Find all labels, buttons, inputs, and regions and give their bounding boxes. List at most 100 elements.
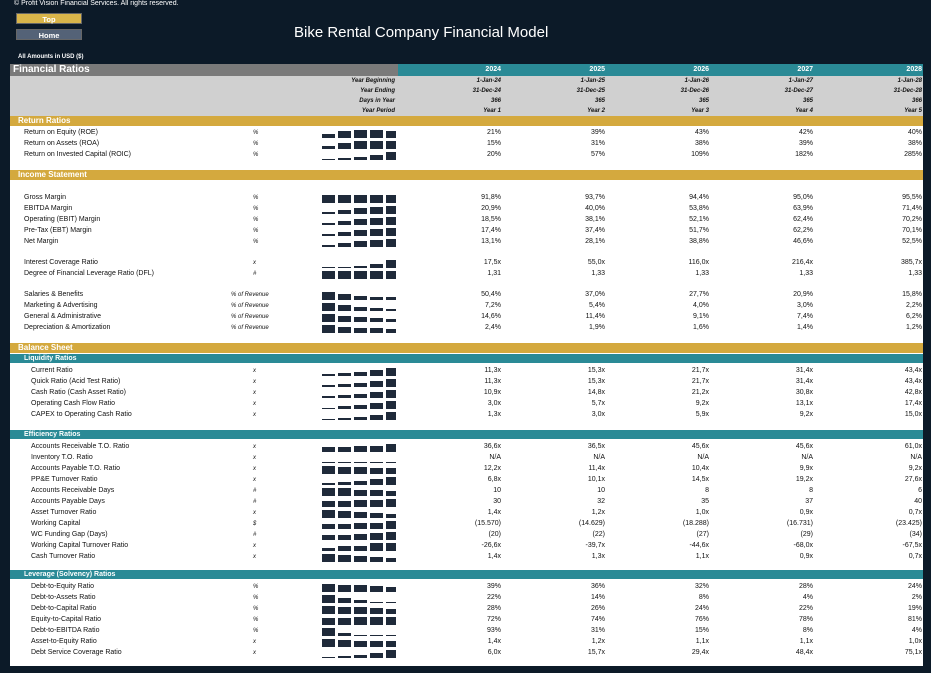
ratio-value: 72% xyxy=(486,616,501,623)
ratio-value: 6,8x xyxy=(487,476,501,483)
ratio-value: 1,1x xyxy=(799,638,813,645)
spark-bar xyxy=(370,155,383,160)
ratio-sparkline xyxy=(322,554,396,562)
spark-bar xyxy=(322,548,335,551)
ratio-unit: % xyxy=(253,606,259,612)
spark-bar xyxy=(370,523,383,529)
spark-bar xyxy=(370,635,383,636)
ratio-row: Working Capital Turnover Ratio x -26,6x -39… xyxy=(10,541,923,551)
ratio-value: 182% xyxy=(795,151,813,158)
spark-bar xyxy=(338,373,351,376)
ratio-label: Interest Coverage Ratio xyxy=(24,259,98,266)
spark-bar xyxy=(322,134,335,138)
ratio-unit: # xyxy=(253,532,257,538)
spark-bar xyxy=(370,462,383,463)
spark-bar xyxy=(370,586,383,592)
ratio-value: 43,4x xyxy=(904,367,922,374)
spark-bar xyxy=(338,607,351,614)
spark-bar xyxy=(386,532,396,540)
ratio-unit: # xyxy=(253,499,257,505)
ratio-sparkline xyxy=(322,239,396,247)
ratio-label: Cash Ratio (Cash Asset Ratio) xyxy=(31,389,126,396)
ratio-label: Debt-to-Assets Ratio xyxy=(31,594,96,601)
spark-bar xyxy=(370,370,383,376)
ratio-value: 10 xyxy=(597,487,605,494)
period-header-value: Year 5 xyxy=(904,108,922,114)
ratio-value: 1,31 xyxy=(487,270,501,277)
spark-bar xyxy=(338,271,351,279)
spark-bar xyxy=(370,641,383,647)
ratio-value: 6,2% xyxy=(906,313,922,320)
year-header-2025: 2025 xyxy=(589,66,605,73)
ratio-value: 30 xyxy=(493,498,501,505)
period-header-value: 1-Jan-27 xyxy=(788,78,813,84)
spark-bar xyxy=(386,329,396,333)
ratio-sparkline xyxy=(322,584,396,592)
ratio-value: (34) xyxy=(909,531,922,538)
ratio-label: CAPEX to Operating Cash Ratio xyxy=(31,411,132,418)
spark-bar xyxy=(354,157,367,160)
spark-bar xyxy=(322,510,335,518)
ratio-value: 10 xyxy=(493,487,501,494)
spark-bar xyxy=(322,267,335,268)
ratio-unit: % xyxy=(253,595,259,601)
ratio-row: Pre-Tax (EBT) Margin% 17,4% 37,4% 51,7% 62,2… xyxy=(10,226,923,236)
spark-bar xyxy=(322,488,335,496)
ratio-label: Debt Service Coverage Ratio xyxy=(31,649,122,656)
ratio-unit: % xyxy=(253,617,259,623)
section-income-statement: Income Statement xyxy=(10,170,923,180)
spark-bar xyxy=(370,415,383,420)
spark-bar xyxy=(354,208,367,214)
ratio-sparkline xyxy=(322,510,396,518)
ratio-label: WC Funding Gap (Days) xyxy=(31,531,108,538)
ratio-row: Return on Equity (ROE)% 21% 39% 43% 42% 40% xyxy=(10,128,923,138)
ratio-value: 40,0% xyxy=(585,205,605,212)
ratio-unit: % xyxy=(253,584,259,590)
ratio-value: 70,1% xyxy=(902,227,922,234)
home-button[interactable]: Home xyxy=(16,29,82,40)
ratio-value: 24% xyxy=(694,605,709,612)
spark-bar xyxy=(354,481,367,485)
ratio-row: Inventory T.O. Ratio x N/A N/A N/A N/A N/A xyxy=(10,453,923,463)
spark-bar xyxy=(338,618,351,625)
top-button[interactable]: Top xyxy=(16,13,82,24)
ratio-value: 1,9% xyxy=(589,324,605,331)
spark-bar xyxy=(386,499,396,507)
ratio-value: 14,8x xyxy=(587,389,605,396)
subsection-leverage: Leverage (Solvency) Ratios xyxy=(10,570,923,579)
ratio-label: Degree of Financial Leverage Ratio (DFL) xyxy=(24,270,154,277)
spark-bar xyxy=(386,543,396,551)
spark-bar xyxy=(338,511,351,518)
ratio-row: Asset-to-Equity Ratio x 1,4x 1,2x 1,1x 1,1x 1,… xyxy=(10,637,923,647)
ratio-sparkline xyxy=(322,595,396,603)
ratio-value: 27,6x xyxy=(904,476,922,483)
ratio-value: 14,6% xyxy=(481,313,501,320)
ratio-value: 40 xyxy=(914,498,922,505)
ratio-row: Cash Turnover Ratio x 1,4x 1,3x 1,1x 0,9x 0,7x xyxy=(10,552,923,562)
spark-bar xyxy=(338,585,351,592)
ratio-sparkline xyxy=(322,260,396,268)
spark-bar xyxy=(370,392,383,398)
ratio-label: General & Administrative xyxy=(24,313,102,320)
ratio-sparkline xyxy=(322,195,396,203)
ratio-value: 1,2x xyxy=(591,509,605,516)
ratio-unit: x xyxy=(253,554,256,560)
ratio-value: 36% xyxy=(590,583,605,590)
spark-bar xyxy=(322,419,335,420)
ratio-value: 6 xyxy=(918,487,922,494)
ratio-row: Marketing & Advertising % of Revenue 7,2% 5… xyxy=(10,301,923,311)
ratio-row: General & Administrative % of Revenue 14,6… xyxy=(10,312,923,322)
ratio-value: 2% xyxy=(911,594,922,601)
spark-bar xyxy=(386,602,396,603)
ratio-value: 78% xyxy=(798,616,813,623)
ratio-unit: % xyxy=(253,141,259,147)
ratio-value: 11,3x xyxy=(484,378,501,385)
ratio-value: 10,9x xyxy=(483,389,501,396)
financial-ratios-band: Financial Ratios 2024 2025 2026 2027 2028 xyxy=(10,64,923,76)
ratio-sparkline xyxy=(322,606,396,614)
spark-bar xyxy=(386,195,396,203)
ratio-value: 71,4% xyxy=(902,205,922,212)
spark-bar xyxy=(338,210,351,214)
ratio-value: 52,5% xyxy=(902,238,922,245)
spark-bar xyxy=(322,466,335,474)
